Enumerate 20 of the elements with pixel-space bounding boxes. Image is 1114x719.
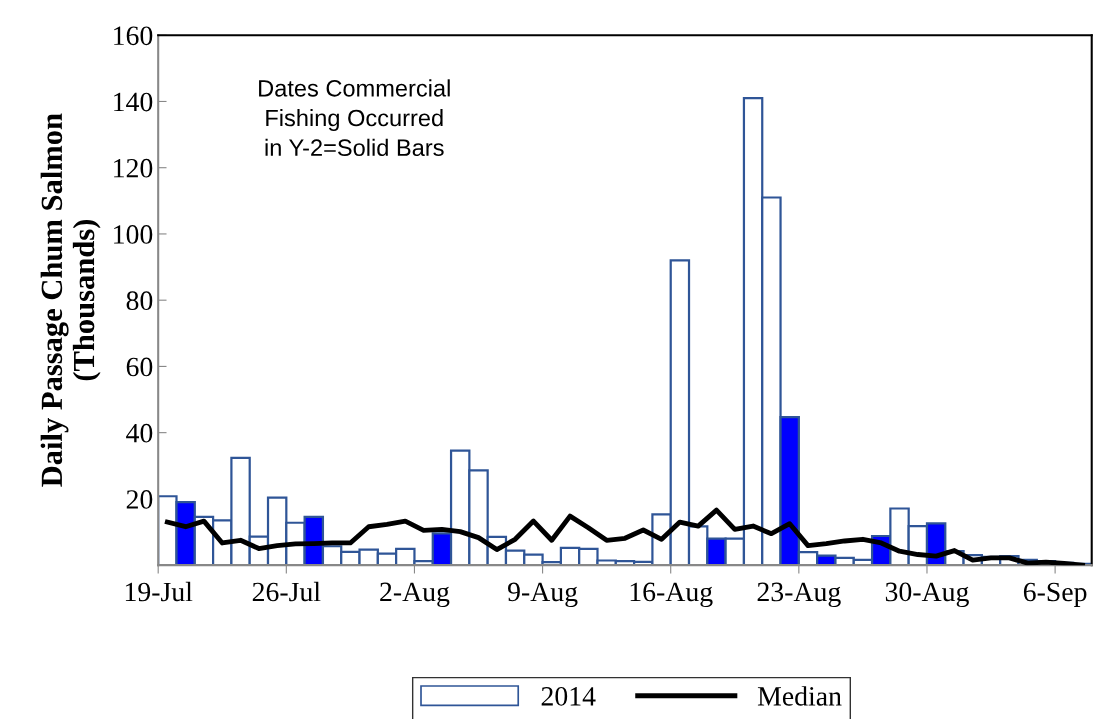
y-tick-label: 100	[114, 225, 153, 244]
legend-label: 2014	[541, 686, 596, 706]
y-tick-label: 80	[126, 291, 153, 311]
x-tick-label: 16-Aug	[630, 582, 713, 607]
x-tick-label: 6-Sep	[1023, 582, 1087, 607]
annotation: Dates Commercial Fishing Occurred in Y-2=Solid Bars	[259, 79, 450, 157]
x-tick-label: 19-Jul	[125, 581, 193, 602]
y-tick-label: 20	[126, 490, 153, 509]
x-tick-label: 2-Aug	[380, 582, 450, 607]
y-tick-label: 60	[126, 357, 153, 377]
x-tick-label: 30-Aug	[885, 582, 969, 607]
y-tick-label: 40	[126, 423, 153, 443]
x-tick-label: 9-Aug	[507, 582, 578, 607]
y-tick-label: 160	[114, 26, 153, 46]
y-tick-label: 120	[114, 158, 153, 178]
y-tick-label: 140	[114, 92, 153, 112]
y-axis-title: Daily Passage Chum Salmon (Thousands)	[40, 113, 101, 487]
legend-label: Median	[757, 686, 842, 706]
x-tick-label: 23-Aug	[757, 582, 841, 607]
x-tick-label: 26-Jul	[252, 581, 321, 602]
